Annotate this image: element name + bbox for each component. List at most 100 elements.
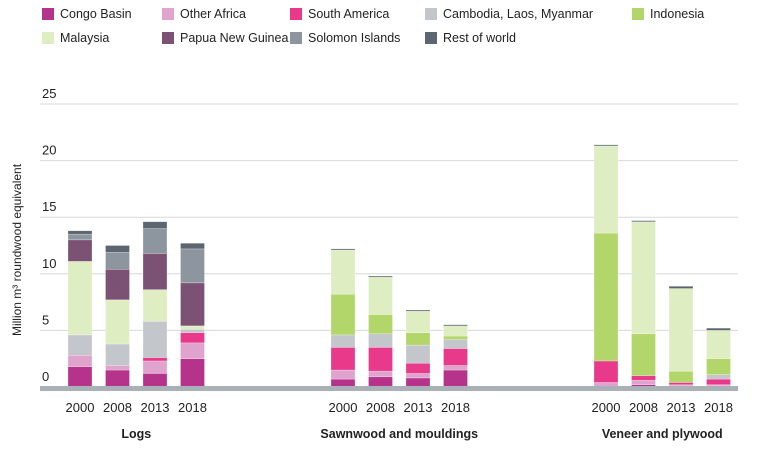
bar-segment-cambodia-laos-myanmar — [142, 321, 168, 358]
bar-segment-other-africa — [142, 360, 168, 374]
x-tick-label: 2008 — [103, 400, 132, 415]
x-tick-label: 2013 — [141, 400, 170, 415]
bar-segment-congo-basin — [67, 366, 93, 388]
bar-segment-papua-new-guinea — [67, 239, 93, 262]
bar-segment-malaysia — [405, 310, 431, 333]
bar-segment-rest-of-world — [330, 248, 356, 251]
bar-segment-other-africa — [443, 365, 468, 371]
legend-swatch — [42, 32, 54, 44]
bar-segment-malaysia — [330, 249, 356, 295]
bar-segment-malaysia — [593, 145, 619, 234]
bar-segment-south-america — [142, 357, 168, 362]
bar-segment-cambodia-laos-myanmar — [105, 343, 130, 366]
bar-segment-malaysia — [631, 221, 656, 335]
legend-label: Papua New Guinea — [180, 31, 289, 45]
bar-segment-congo-basin — [368, 376, 393, 388]
bar-segment-other-africa — [105, 365, 130, 371]
bar-segment-south-america — [405, 362, 431, 374]
legend-item-papua-new-guinea: Papua New Guinea — [162, 31, 288, 45]
bar-segment-solomon-islands — [180, 248, 205, 284]
bar-segment-indonesia — [706, 358, 731, 375]
x-tick-label: 2013 — [404, 400, 433, 415]
legend-item-cambodia-laos-myanmar: Cambodia, Laos, Myanmar — [425, 7, 593, 21]
legend-swatch — [425, 32, 437, 44]
legend-label: Indonesia — [650, 7, 705, 21]
legend-label: South America — [308, 7, 390, 21]
bar-segment-papua-new-guinea — [142, 253, 168, 290]
x-tick-label: 2000 — [329, 400, 358, 415]
y-tick-label: 0 — [42, 369, 49, 384]
y-tick-label: 10 — [42, 256, 56, 271]
bar-segment-indonesia — [405, 332, 431, 346]
y-tick-label: 25 — [42, 86, 56, 101]
legend-label: Solomon Islands — [308, 31, 401, 45]
bar-segment-rest-of-world — [706, 327, 731, 331]
group-label: Logs — [121, 427, 151, 441]
bar-segment-other-africa — [330, 369, 356, 380]
legend-swatch — [290, 32, 302, 44]
bar-segment-papua-new-guinea — [180, 282, 205, 327]
bar-segment-cambodia-laos-myanmar — [706, 374, 731, 380]
legend-item-congo-basin: Congo Basin — [42, 7, 132, 21]
bar-segment-south-america — [631, 375, 656, 381]
legend-item-indonesia: Indonesia — [632, 7, 704, 21]
bar-segment-other-africa — [180, 342, 205, 359]
bar-segment-south-america — [330, 347, 356, 371]
legend-swatch — [290, 8, 302, 20]
bar-segment-indonesia — [330, 293, 356, 336]
bar-segment-cambodia-laos-myanmar — [368, 333, 393, 348]
bar-segment-indonesia — [368, 314, 393, 335]
legend-item-south-america: South America — [290, 7, 389, 21]
bar-segment-malaysia — [368, 276, 393, 315]
bar-segment-cambodia-laos-myanmar — [67, 334, 93, 356]
bar-segment-congo-basin — [142, 373, 168, 388]
bar-segment-congo-basin — [180, 358, 205, 388]
bar-segment-rest-of-world — [105, 245, 130, 253]
x-tick-label: 2018 — [704, 400, 733, 415]
legend-item-malaysia: Malaysia — [42, 31, 109, 45]
bar-segment-indonesia — [668, 370, 694, 383]
bar-segment-south-america — [706, 378, 731, 385]
bar-segment-malaysia — [668, 288, 694, 372]
bar-segment-rest-of-world — [67, 230, 93, 235]
bar-segment-congo-basin — [443, 369, 468, 388]
bar-segment-solomon-islands — [142, 228, 168, 254]
x-tick-label: 2008 — [366, 400, 395, 415]
bar-segment-rest-of-world — [180, 242, 205, 250]
bar-segment-malaysia — [180, 325, 205, 330]
bar-segment-congo-basin — [105, 369, 130, 388]
bar-segment-cambodia-laos-myanmar — [443, 339, 468, 349]
x-axis-baseline — [40, 386, 738, 391]
y-tick-label: 15 — [42, 199, 56, 214]
bar-segment-south-america — [368, 347, 393, 372]
bar-segment-indonesia — [593, 232, 619, 362]
bar-segment-cambodia-laos-myanmar — [330, 334, 356, 348]
bar-segment-rest-of-world — [443, 324, 468, 327]
bar-segment-congo-basin — [405, 377, 431, 388]
bar-segment-rest-of-world — [405, 309, 431, 312]
bar-segment-cambodia-laos-myanmar — [405, 344, 431, 364]
chart-legend: Congo Basin Other Africa South America Camb… — [0, 0, 764, 60]
bar-segment-malaysia — [443, 325, 468, 337]
bar-segment-malaysia — [706, 330, 731, 359]
bar-segment-indonesia — [631, 333, 656, 376]
bar-segment-south-america — [593, 360, 619, 383]
bar-segment-rest-of-world — [142, 221, 168, 229]
legend-label: Malaysia — [60, 31, 110, 45]
legend-label: Other Africa — [180, 7, 246, 21]
bar-segment-south-america — [443, 348, 468, 366]
x-tick-label: 2000 — [592, 400, 621, 415]
legend-label: Cambodia, Laos, Myanmar — [443, 7, 594, 21]
legend-label: Congo Basin — [60, 7, 132, 21]
x-tick-label: 2008 — [629, 400, 658, 415]
x-tick-label: 2000 — [66, 400, 95, 415]
legend-item-solomon-islands: Solomon Islands — [290, 31, 400, 45]
legend-swatch — [42, 8, 54, 20]
x-tick-label: 2013 — [667, 400, 696, 415]
bar-segment-south-america — [180, 332, 205, 344]
group-label: Veneer and plywood — [602, 427, 723, 441]
legend-swatch — [425, 8, 437, 20]
y-axis-label: Million m³ roundwood equivalent — [10, 163, 24, 336]
bar-segment-rest-of-world — [593, 144, 619, 147]
